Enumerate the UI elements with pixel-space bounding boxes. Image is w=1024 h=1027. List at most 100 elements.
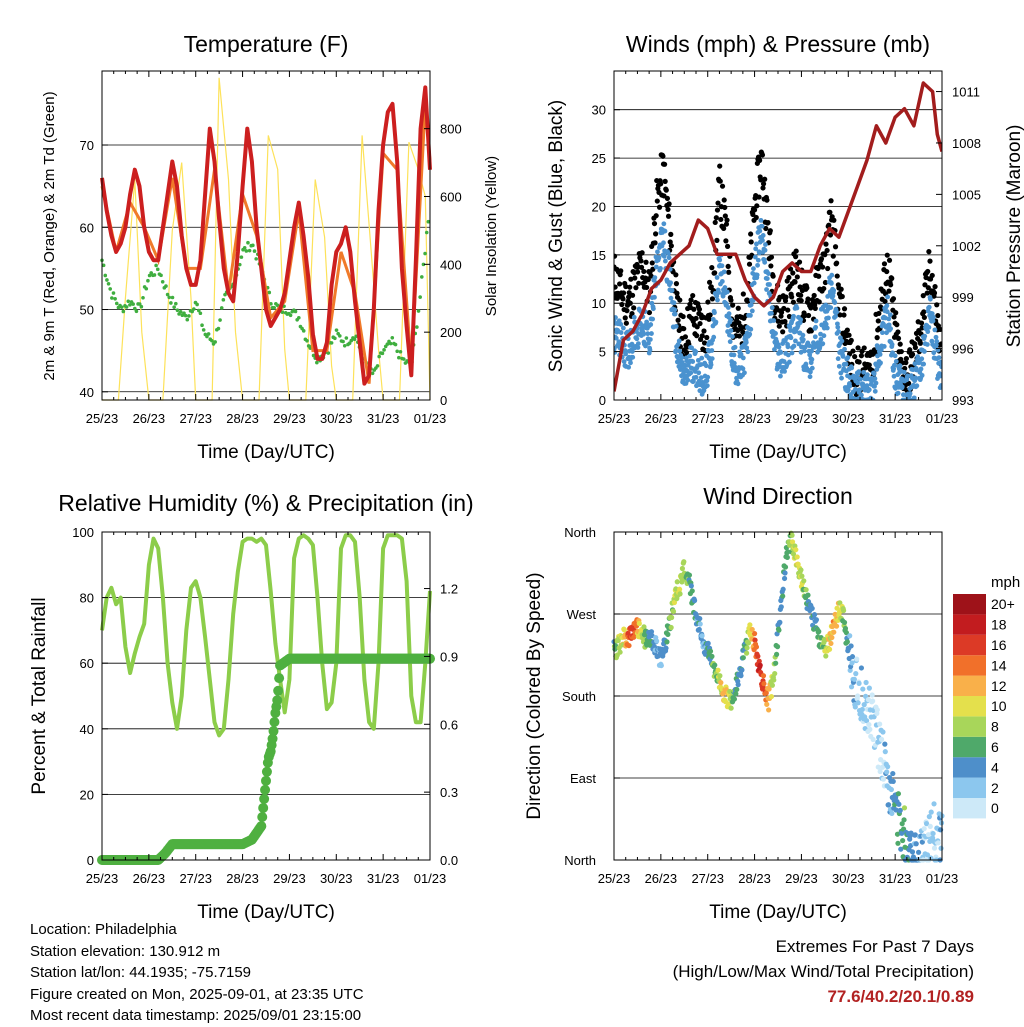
precip-point [256, 821, 267, 832]
wind-point [695, 357, 701, 363]
gust-point [834, 273, 840, 279]
wind-point [915, 354, 921, 360]
gust-point [706, 279, 713, 285]
wind-point [753, 246, 759, 252]
gust-point [701, 340, 708, 346]
wind-point [762, 247, 768, 253]
direction-point [738, 673, 744, 679]
gust-point [832, 244, 839, 250]
dewpoint-point [133, 306, 137, 311]
direction-point [733, 691, 739, 697]
wind-point [788, 328, 793, 333]
wind-point [755, 257, 761, 263]
gust-point [890, 296, 897, 302]
wind-point [932, 327, 938, 333]
direction-point [884, 769, 890, 775]
wind-point [699, 355, 705, 361]
gust-point [619, 301, 625, 308]
wind-point [727, 339, 733, 345]
gust-point [926, 249, 932, 255]
wind-point [856, 369, 862, 375]
pressure-series [614, 81, 942, 392]
gust-point [902, 365, 908, 372]
precip-point [257, 812, 268, 823]
wind-point [879, 330, 885, 336]
dewpoint-point [382, 348, 386, 352]
wind-point [866, 387, 872, 393]
direction-point [899, 821, 905, 827]
direction-point [901, 817, 907, 823]
direction-point [747, 622, 753, 628]
dewpoint-point [137, 302, 142, 306]
wind-point [745, 349, 751, 355]
dewpoint-point [401, 357, 406, 361]
direction-point [930, 830, 936, 837]
wind-point [820, 341, 826, 347]
gust-point [677, 297, 683, 303]
direction-x-ticks: 25/23 26/23 27/23 28/23 29/23 30/23 31/23 01/23 [598, 532, 958, 886]
dewpoint-point [183, 313, 188, 318]
dewpoint-point [421, 262, 426, 267]
wind-point [757, 228, 763, 234]
gust-point [705, 299, 711, 305]
wind-point [755, 262, 760, 268]
gust-point [922, 282, 928, 288]
winds-y2-tick-label: 1008 [952, 136, 981, 151]
wind-point [740, 366, 746, 372]
gust-point [918, 320, 925, 326]
rh-series [100, 533, 432, 738]
wind-point [812, 334, 818, 340]
winds-y2-tick-label: 1011 [952, 85, 980, 100]
direction-point [784, 554, 790, 561]
gust-point [759, 152, 766, 158]
gust-point [903, 355, 909, 362]
dewpoint-point [288, 313, 293, 318]
direction-point [664, 639, 670, 645]
wind-point [669, 288, 675, 293]
dewpoint-point [349, 338, 354, 343]
gust-point [652, 240, 658, 246]
gust-point [815, 265, 821, 272]
direction-point [843, 630, 850, 636]
wind-point [709, 348, 715, 353]
direction-point [707, 648, 714, 654]
direction-x-tick-label: 28/23 [738, 871, 771, 886]
humidity-x-tick-label: 26/23 [133, 871, 166, 886]
gust-point [760, 181, 767, 187]
gust-point [654, 198, 660, 204]
direction-point [712, 662, 718, 668]
wind-point [857, 376, 863, 382]
direction-point [735, 682, 741, 688]
dewpoint-point [134, 309, 139, 314]
direction-point [900, 837, 906, 844]
wind-point [785, 344, 791, 350]
speed-legend-swatch [953, 675, 986, 696]
gust-point [650, 266, 656, 272]
gust-point [838, 286, 844, 292]
direction-point [915, 849, 922, 855]
gust-point [635, 269, 641, 275]
gust-point [704, 334, 710, 341]
speed-legend: 0 2 4 6 8 10 12 14 16 18 20+ [953, 594, 1015, 819]
direction-point [926, 814, 932, 820]
direction-point [842, 625, 849, 632]
gust-point [848, 337, 854, 344]
gust-point [825, 265, 831, 272]
dewpoint-point [105, 278, 109, 282]
winds-panel: Winds (mph) & Pressure (mb) 25/23 26/23 27… [546, 31, 1024, 463]
gust-point [651, 220, 658, 227]
direction-point [781, 575, 788, 582]
humidity-y-tick-label: 20 [80, 787, 94, 802]
gust-point [748, 239, 754, 245]
gust-point [730, 302, 736, 308]
direction-point [855, 700, 861, 706]
speed-legend-swatch [953, 696, 986, 717]
wind-point [831, 288, 837, 293]
gust-point [696, 306, 703, 312]
wind-point [853, 386, 858, 392]
wind-point [714, 275, 720, 280]
gust-point [713, 215, 719, 221]
dewpoint-point [187, 314, 191, 318]
dewpoint-point [338, 334, 342, 338]
gust-point [707, 312, 713, 318]
